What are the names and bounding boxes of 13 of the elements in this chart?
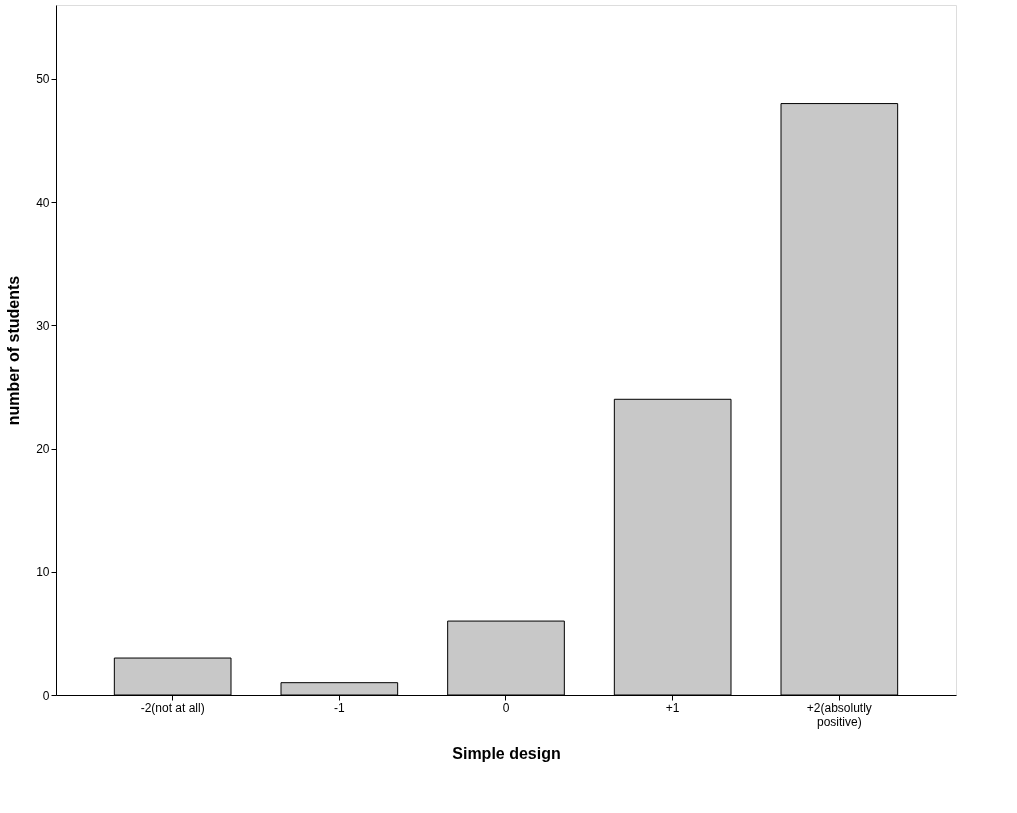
x-tick-label: -2(not at all) — [140, 700, 205, 715]
y-tick-label: 20 — [36, 442, 50, 457]
x-tick-label: -1 — [334, 700, 345, 715]
x-tick-label: +1 — [665, 700, 680, 715]
y-tick-label: 0 — [42, 688, 50, 703]
y-axis-title: number of students — [5, 275, 23, 426]
y-tick-label: 10 — [36, 565, 50, 580]
x-tick-label: 0 — [502, 700, 510, 715]
x-tick-label: +2(absolutly positive) — [806, 700, 872, 729]
y-tick-label: 40 — [36, 195, 50, 210]
y-tick-label: 50 — [36, 72, 50, 87]
x-axis-title: Simple design — [452, 744, 561, 762]
y-tick-label: 30 — [36, 318, 50, 333]
